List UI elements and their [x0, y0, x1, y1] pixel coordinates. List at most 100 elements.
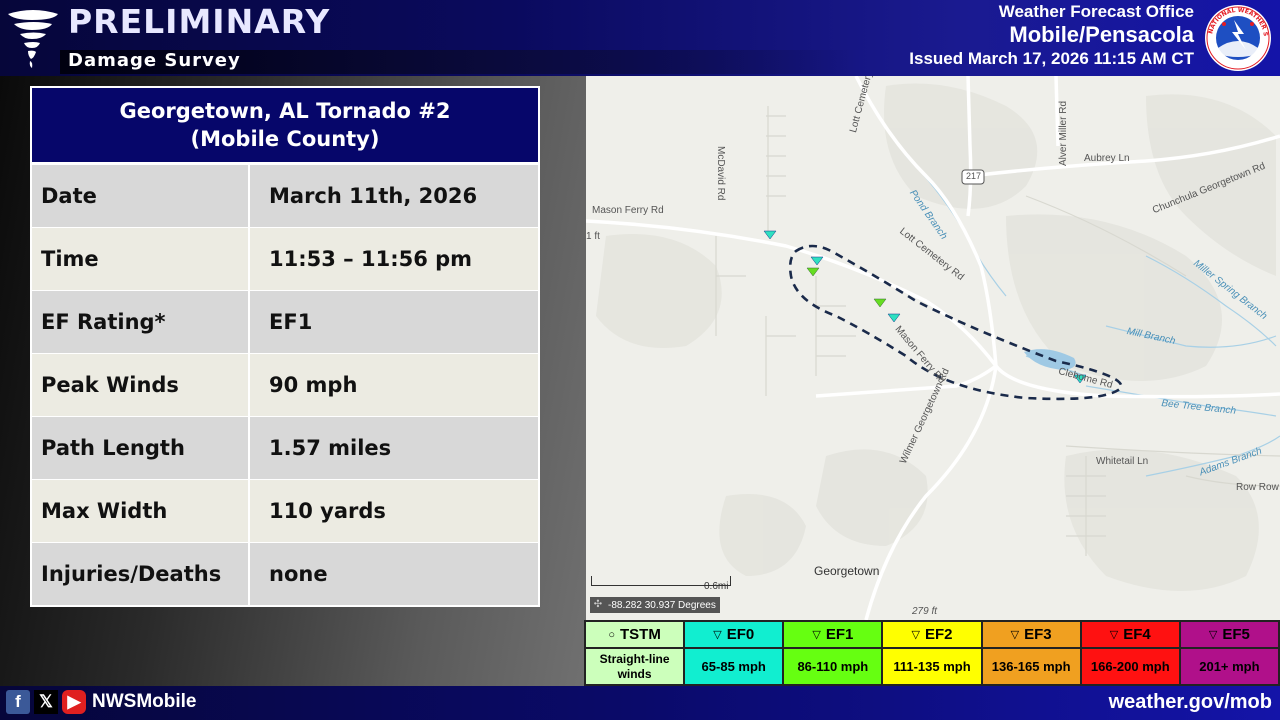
legend-label: EF5: [1222, 626, 1250, 643]
scale-bar: [591, 576, 731, 586]
row-label: Date: [32, 165, 250, 227]
row-value: 1.57 miles: [269, 436, 392, 460]
triangle-down-icon: ▽: [1109, 629, 1119, 641]
summary-title-line1: Georgetown, AL Tornado #2: [119, 99, 451, 123]
summary-title: Georgetown, AL Tornado #2 (Mobile County…: [32, 88, 538, 164]
legend-header: ▽ EF3: [982, 622, 1080, 649]
legend-item-ef2: ▽ EF2 111-135 mph: [881, 622, 981, 684]
damage-map[interactable]: Mason Ferry Rd McDavid Rd Lott Cemetery …: [586, 76, 1280, 620]
summary-table: Georgetown, AL Tornado #2 (Mobile County…: [30, 86, 540, 607]
road-label: Row Row: [1236, 482, 1279, 493]
marker-ef0[interactable]: [887, 313, 901, 323]
youtube-icon[interactable]: ▶: [62, 690, 86, 714]
legend-header: ▽ EF2: [883, 622, 981, 649]
office-block: Weather Forecast Office Mobile/Pensacola…: [909, 2, 1194, 70]
road-label: Mason Ferry Rd: [592, 205, 664, 216]
road-label: McDavid Rd: [715, 146, 726, 201]
legend-label: EF3: [1024, 626, 1052, 643]
legend-item-ef0: ▽ EF0 65-85 mph: [683, 622, 783, 684]
legend-label: TSTM: [619, 626, 661, 643]
legend-header: ○ TSTM: [586, 622, 684, 649]
triangle-down-icon: ▽: [713, 629, 722, 641]
facebook-icon[interactable]: f: [6, 690, 30, 714]
legend-header: ▽ EF0: [685, 622, 783, 649]
row-label: Path Length: [32, 417, 250, 479]
damage-markers: [763, 230, 1087, 384]
row-value: EF1: [269, 310, 313, 334]
table-row-injuries: Injuries/Deaths none: [32, 542, 538, 605]
legend-range: 166-200 mph: [1081, 649, 1179, 684]
road-label: Alver Miller Rd: [1058, 100, 1069, 166]
legend-label: EF1: [825, 626, 854, 643]
road-label: Aubrey Ln: [1084, 153, 1130, 164]
table-row-max-width: Max Width 110 yards: [32, 479, 538, 542]
triangle-down-icon: ▽: [812, 629, 821, 641]
row-value: March 11th, 2026: [269, 184, 478, 208]
row-label: Time: [32, 228, 250, 290]
summary-panel: Georgetown, AL Tornado #2 (Mobile County…: [0, 76, 586, 686]
footer-bar: f 𝕏 ▶ NWSMobile weather.gov/mob: [0, 686, 1280, 720]
marker-ef1[interactable]: [873, 298, 887, 308]
marker-ef0[interactable]: [763, 230, 777, 240]
table-row-date: Date March 11th, 2026: [32, 164, 538, 227]
table-row-time: Time 11:53 – 11:56 pm: [32, 227, 538, 290]
subtitle-bar: [60, 50, 860, 74]
row-value: none: [269, 562, 328, 586]
elevation-label: 1 ft: [586, 231, 600, 242]
town-label: Georgetown: [814, 564, 880, 578]
legend-range: 86-110 mph: [784, 649, 882, 684]
website-link[interactable]: weather.gov/mob: [1108, 691, 1272, 713]
issued-time: Issued March 17, 2026 11:15 AM CT: [909, 49, 1194, 68]
damage-path-outline: [788, 244, 1123, 401]
marker-ef1[interactable]: [806, 267, 820, 277]
office-label: Weather Forecast Office: [998, 2, 1194, 21]
legend-label: EF2: [924, 626, 953, 643]
row-label: EF Rating*: [32, 291, 250, 353]
ef-scale-legend: ○ TSTM Straight-line winds ▽ EF0 65-85 m…: [584, 620, 1280, 686]
route-shield-icon: [961, 169, 985, 185]
table-row-ef-rating: EF Rating* EF1: [32, 290, 538, 353]
legend-label: EF0: [726, 626, 755, 643]
crosshair-icon: ✣: [593, 599, 603, 610]
summary-title-line2: (Mobile County): [190, 127, 380, 151]
elevation-label: 279 ft: [912, 606, 938, 617]
legend-range: 136-165 mph: [982, 649, 1080, 684]
legend-item-ef1: ▽ EF1 86-110 mph: [782, 622, 882, 684]
legend-range: Straight-line winds: [586, 649, 684, 684]
row-label: Peak Winds: [32, 354, 250, 416]
route-number: 217: [966, 171, 982, 181]
coordinate-text: -88.282 30.937 Degrees: [608, 599, 716, 611]
legend-item-ef4: ▽ EF4 166-200 mph: [1079, 622, 1179, 684]
table-row-path-length: Path Length 1.57 miles: [32, 416, 538, 479]
triangle-down-icon: ▽: [1010, 629, 1020, 641]
row-label: Max Width: [32, 480, 250, 542]
row-value: 110 yards: [269, 499, 386, 523]
row-label: Injuries/Deaths: [32, 543, 250, 605]
coordinate-readout: ✣ -88.282 30.937 Degrees: [590, 597, 720, 613]
header-banner: PRELIMINARY Damage Survey Weather Foreca…: [0, 0, 1280, 76]
x-twitter-icon[interactable]: 𝕏: [34, 690, 58, 714]
legend-label: EF4: [1123, 626, 1151, 643]
tornado-icon: [8, 10, 58, 68]
page-subtitle: Damage Survey: [68, 50, 241, 71]
scale-label: 0.6mi: [704, 581, 729, 592]
marker-ef0[interactable]: [810, 256, 824, 266]
row-value: 11:53 – 11:56 pm: [269, 247, 473, 271]
legend-range: 111-135 mph: [883, 649, 981, 684]
social-links: f 𝕏 ▶ NWSMobile: [6, 690, 197, 714]
social-handle[interactable]: NWSMobile: [92, 691, 197, 712]
legend-range: 65-85 mph: [685, 649, 783, 684]
nws-logo-icon: NATIONAL WEATHER SERVICE: [1204, 4, 1271, 71]
legend-header: ▽ EF4: [1081, 622, 1179, 649]
legend-header: ▽ EF1: [784, 622, 882, 649]
row-value: 90 mph: [269, 373, 358, 397]
page-title: PRELIMINARY: [68, 2, 331, 41]
legend-range: 201+ mph: [1180, 649, 1278, 684]
circle-icon: ○: [608, 628, 615, 641]
marker-ef0[interactable]: [1073, 374, 1087, 384]
legend-item-ef5: ▽ EF5 201+ mph: [1178, 622, 1278, 684]
office-name: Mobile/Pensacola: [1009, 22, 1194, 47]
legend-item-ef3: ▽ EF3 136-165 mph: [980, 622, 1080, 684]
map-canvas: [586, 76, 1280, 620]
legend-item-tstm: ○ TSTM Straight-line winds: [586, 622, 684, 684]
